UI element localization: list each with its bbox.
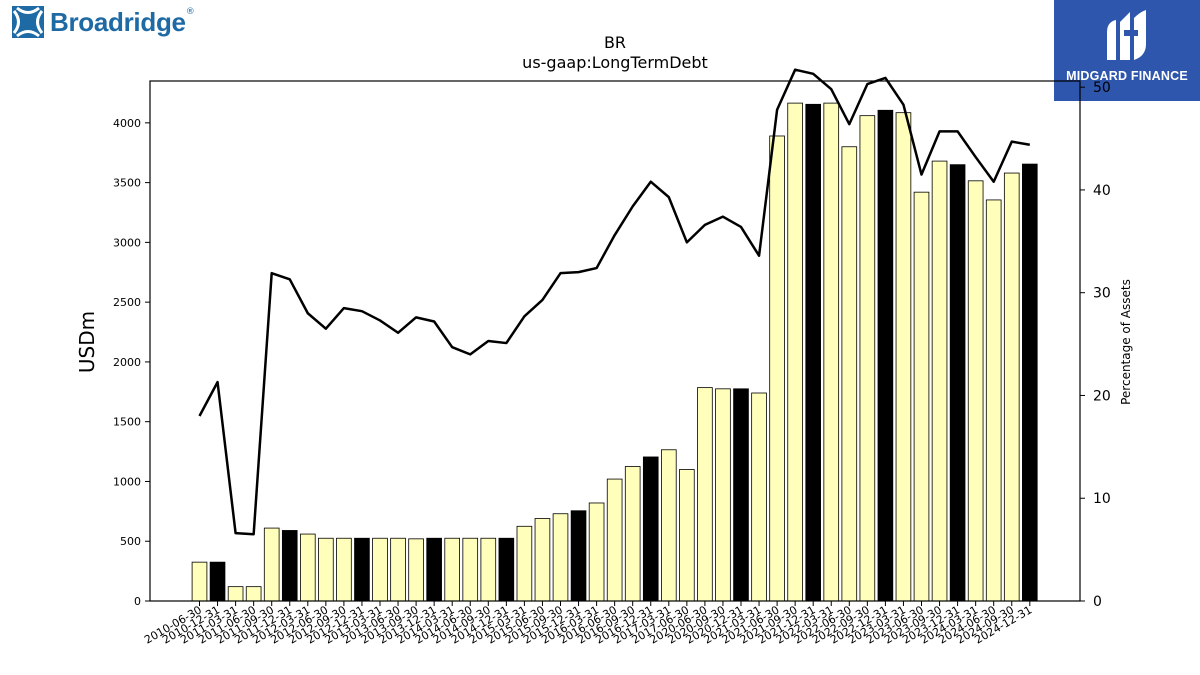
bar-2023-12-31 (949, 164, 966, 602)
bar-2016-03-31 (588, 502, 605, 602)
y2-tick-label-50: 50 (1093, 80, 1111, 96)
broadridge-wordmark: Broadridge (50, 6, 186, 37)
bar-2017-03-31 (661, 449, 677, 602)
y-tick-label-3000: 3000 (113, 236, 141, 249)
bar-2024-03-31 (967, 180, 984, 602)
bar-2017-06-30 (679, 469, 695, 602)
bar-series (191, 102, 1038, 602)
y2-tick-label-20: 20 (1093, 388, 1111, 404)
bar-2021-12-31 (805, 103, 821, 602)
bar-2015-09-30 (552, 513, 569, 602)
bar-2016-12-31 (642, 456, 659, 602)
bar-2021-09-30 (787, 102, 803, 602)
bar-2024-12-31 (1022, 163, 1038, 602)
bar-2015-03-31 (516, 525, 533, 602)
bar-2010-12-31 (209, 561, 226, 602)
bar-2024-06-30 (985, 199, 1002, 602)
bar-2011-12-31 (281, 530, 298, 602)
bar-2013-12-31 (426, 537, 442, 602)
bar-2016-09-30 (624, 466, 641, 602)
midgard-finance-watermark: MIDGARD FINANCE (1054, 0, 1200, 101)
y2-tick-label-30: 30 (1093, 286, 1111, 302)
y-tick-label-500: 500 (120, 535, 141, 548)
y-tick-label-3500: 3500 (113, 177, 141, 190)
chart-title: BR (604, 33, 626, 52)
y-tick-label-1000: 1000 (113, 475, 141, 488)
bar-2015-12-31 (570, 510, 587, 602)
bar-2020-09-30 (715, 388, 731, 602)
bar-2020-06-30 (697, 387, 713, 602)
bar-2016-06-30 (606, 478, 623, 602)
bar-2022-03-31 (823, 102, 840, 602)
y2-tick-label-0: 0 (1093, 594, 1102, 610)
bar-2021-03-31 (751, 392, 767, 602)
bar-2022-06-30 (841, 146, 858, 602)
bar-2023-03-31 (895, 112, 912, 602)
y-tick-label-2000: 2000 (113, 356, 141, 369)
bar-2014-12-31 (498, 537, 515, 602)
bar-2012-03-31 (299, 533, 316, 602)
bar-2014-06-30 (462, 537, 479, 602)
bar-2012-09-30 (336, 537, 352, 602)
broadridge-emblem-icon (12, 6, 44, 38)
bar-2011-09-30 (263, 527, 280, 602)
bar-2022-09-30 (859, 115, 876, 602)
y-tick-label-0: 0 (134, 595, 141, 608)
y-tick-label-2500: 2500 (113, 296, 141, 309)
percentage-of-assets-line (198, 68, 1031, 536)
bar-2013-06-30 (390, 537, 406, 602)
y-axis-label: USDm (75, 311, 99, 373)
bar-2012-12-31 (354, 537, 370, 602)
bar-2013-09-30 (408, 538, 424, 602)
midgard-wordmark: MIDGARD FINANCE (1066, 69, 1188, 83)
bar-2023-06-30 (913, 191, 930, 602)
broadridge-logo: Broadridge® (12, 6, 195, 38)
bar-2022-12-31 (877, 109, 894, 602)
y2-tick-label-10: 10 (1093, 491, 1111, 507)
y2-tick-label-40: 40 (1093, 183, 1111, 199)
y-tick-label-4000: 4000 (113, 117, 141, 130)
midgard-emblem-icon (1107, 10, 1146, 60)
registered-mark: ® (185, 6, 195, 17)
line-series (198, 68, 1031, 536)
y2-axis-label: Percentage of Assets (1119, 279, 1133, 405)
bar-2020-12-31 (733, 388, 749, 602)
bar-2015-06-30 (534, 518, 551, 602)
chart-subtitle: us-gaap:LongTermDebt (522, 53, 708, 72)
y-tick-label-1500: 1500 (113, 416, 141, 429)
bar-2023-09-30 (931, 160, 948, 602)
bar-2014-03-31 (444, 537, 460, 602)
bar-2021-06-30 (769, 135, 785, 602)
bar-2013-03-31 (372, 537, 388, 602)
bar-2011-06-30 (245, 586, 262, 602)
bar-2014-09-30 (480, 537, 497, 602)
bar-2011-03-31 (227, 586, 244, 602)
bar-2024-09-30 (1003, 172, 1020, 602)
bar-2012-06-30 (318, 537, 334, 602)
bar-2010-06-30 (191, 561, 208, 602)
